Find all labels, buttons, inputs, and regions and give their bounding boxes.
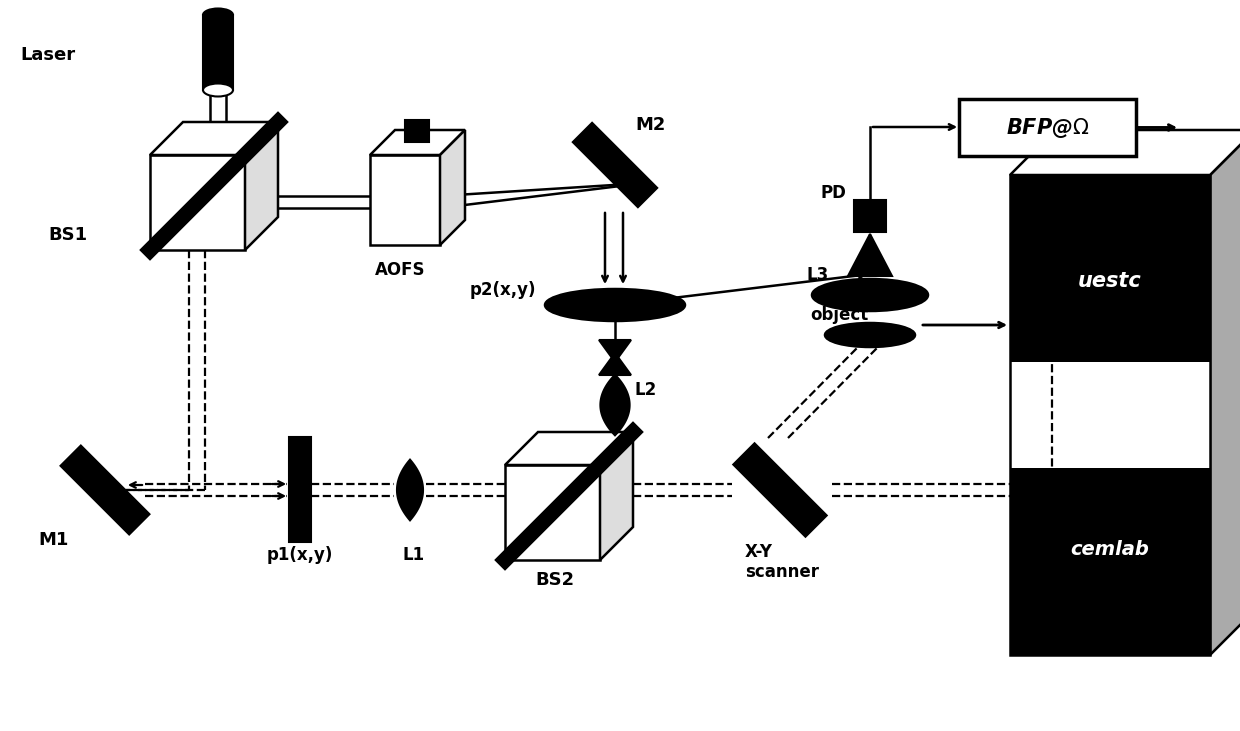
- Ellipse shape: [546, 289, 684, 321]
- Polygon shape: [1011, 130, 1240, 175]
- Polygon shape: [599, 340, 631, 362]
- Text: object: object: [810, 306, 868, 324]
- FancyBboxPatch shape: [289, 437, 311, 542]
- Text: L2: L2: [635, 381, 657, 399]
- Text: AOFS: AOFS: [374, 261, 425, 279]
- FancyBboxPatch shape: [1011, 175, 1210, 362]
- Polygon shape: [735, 444, 826, 535]
- Text: p2(x,y): p2(x,y): [470, 281, 537, 299]
- Polygon shape: [600, 375, 630, 435]
- Text: M1: M1: [38, 531, 68, 549]
- Polygon shape: [505, 465, 600, 560]
- Text: L3: L3: [807, 266, 830, 284]
- FancyBboxPatch shape: [405, 120, 429, 142]
- Polygon shape: [62, 447, 148, 533]
- Text: Laser: Laser: [20, 46, 76, 64]
- Text: L1: L1: [403, 546, 425, 564]
- Polygon shape: [848, 234, 892, 276]
- Polygon shape: [246, 122, 278, 250]
- Text: BFP@$\Omega$: BFP@$\Omega$: [1006, 115, 1089, 140]
- Ellipse shape: [203, 83, 233, 96]
- FancyBboxPatch shape: [1011, 362, 1210, 468]
- Polygon shape: [574, 124, 656, 205]
- Polygon shape: [440, 130, 465, 245]
- Polygon shape: [600, 432, 632, 560]
- FancyBboxPatch shape: [203, 15, 233, 90]
- FancyBboxPatch shape: [1011, 468, 1210, 655]
- Polygon shape: [397, 460, 423, 520]
- Text: BS2: BS2: [534, 571, 574, 589]
- Text: scanner: scanner: [745, 563, 818, 581]
- Ellipse shape: [812, 279, 928, 311]
- Text: p1(x,y): p1(x,y): [267, 546, 334, 564]
- Text: X-Y: X-Y: [745, 543, 773, 561]
- FancyBboxPatch shape: [959, 99, 1136, 156]
- Text: PD: PD: [820, 184, 846, 202]
- Polygon shape: [1210, 130, 1240, 655]
- Text: M2: M2: [635, 116, 666, 134]
- Polygon shape: [599, 353, 631, 375]
- Text: BS1: BS1: [48, 226, 87, 244]
- Ellipse shape: [825, 323, 915, 347]
- Polygon shape: [150, 122, 278, 155]
- Text: uestc: uestc: [1078, 270, 1142, 291]
- Polygon shape: [150, 155, 246, 250]
- Text: cemlab: cemlab: [1070, 540, 1149, 559]
- Polygon shape: [370, 130, 465, 155]
- Polygon shape: [505, 432, 632, 465]
- FancyBboxPatch shape: [854, 200, 887, 232]
- Polygon shape: [370, 155, 440, 245]
- Ellipse shape: [203, 9, 233, 21]
